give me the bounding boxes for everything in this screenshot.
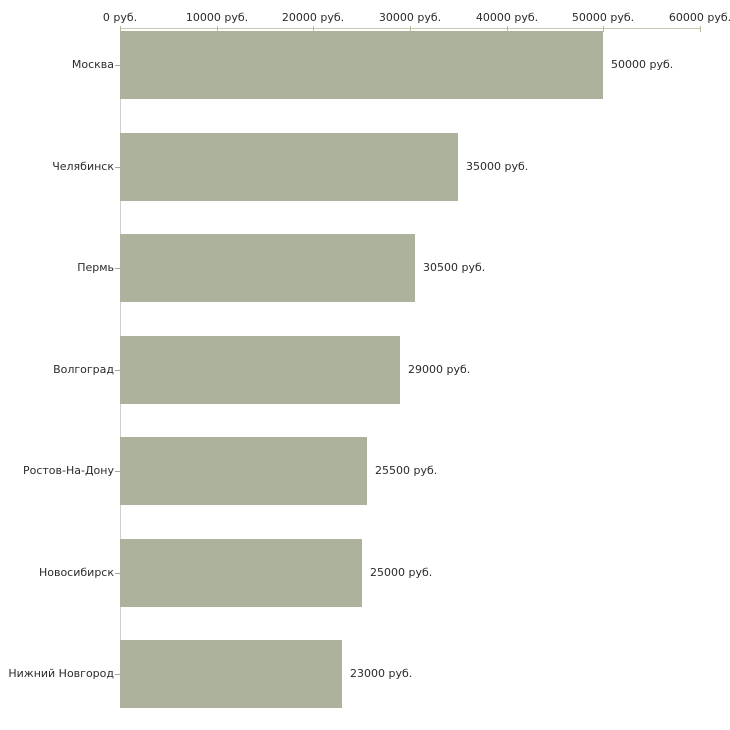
x-axis-tick-mark [410,26,411,32]
category-tick-mark [115,167,120,168]
category-label: Новосибирск [38,566,114,579]
x-axis-tick-mark [120,26,121,32]
category-tick-mark [115,573,120,574]
x-axis-tick-mark [700,26,701,32]
x-axis-tick-label: 10000 руб. [185,11,249,24]
bar-2 [120,234,415,302]
x-axis-tick-label: 30000 руб. [378,11,442,24]
category-label: Москва [71,58,114,71]
x-axis-tick-label: 60000 руб. [668,11,730,24]
x-axis-tick-mark [507,26,508,32]
bar-value-label: 30500 руб. [423,261,486,274]
x-axis-tick-label: 20000 руб. [281,11,345,24]
bar-value-label: 25500 руб. [375,464,438,477]
category-tick-mark [115,674,120,675]
category-tick-mark [115,268,120,269]
bar-3 [120,336,400,404]
bar-4 [120,437,367,505]
bar-1 [120,133,458,201]
bar-value-label: 29000 руб. [408,363,471,376]
bar-value-label: 23000 руб. [350,667,413,680]
bar-5 [120,539,362,607]
category-label: Пермь [77,261,114,274]
bar-0 [120,31,603,99]
category-label: Ростов-На-Дону [22,464,114,477]
x-axis-tick-label: 40000 руб. [475,11,539,24]
x-axis-tick-label: 50000 руб. [571,11,635,24]
category-label: Челябинск [52,160,114,173]
bar-value-label: 35000 руб. [466,160,529,173]
category-label: Волгоград [53,363,114,376]
x-axis-tick-mark [603,26,604,32]
x-axis-tick-label: 0 руб. [102,11,138,24]
x-axis-tick-mark [313,26,314,32]
category-tick-mark [115,370,120,371]
category-tick-mark [115,471,120,472]
bar-6 [120,640,342,708]
category-tick-mark [115,65,120,66]
bar-value-label: 50000 руб. [611,58,674,71]
category-label: Нижний Новгород [8,667,114,680]
bar-value-label: 25000 руб. [370,566,433,579]
x-axis-tick-mark [217,26,218,32]
